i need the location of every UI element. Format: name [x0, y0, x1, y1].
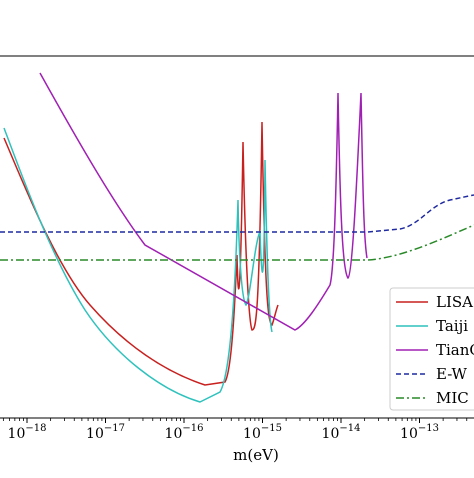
curves [0, 72, 474, 403]
legend: LISA Taiji TianQin E-W MIC [389, 287, 474, 411]
legend-label: LISA [436, 293, 473, 311]
x-tick-label: 10−16 [165, 423, 204, 442]
x-tick-label: 10−17 [86, 423, 125, 442]
curve-tianqin [39, 72, 368, 331]
legend-label: TianQin [436, 341, 474, 359]
x-tick-label: 10−18 [8, 423, 47, 442]
x-tick-label: 10−14 [322, 423, 361, 442]
legend-label: MIC [436, 389, 469, 407]
x-tick-label: 10−15 [243, 423, 282, 442]
legend-box [389, 287, 474, 411]
curve-taiji [3, 127, 273, 403]
x-minor-ticks [2, 418, 468, 421]
legend-label: Taiji [436, 317, 468, 335]
x-axis-label: m(eV) [233, 446, 279, 464]
legend-label: E-W [436, 365, 467, 383]
curve-lisa [3, 121, 279, 386]
x-tick-label: 10−13 [400, 423, 439, 442]
curve-mic [0, 224, 474, 261]
x-major-ticks: 10−18 10−17 10−16 10−15 10−14 10−13 [8, 418, 439, 442]
